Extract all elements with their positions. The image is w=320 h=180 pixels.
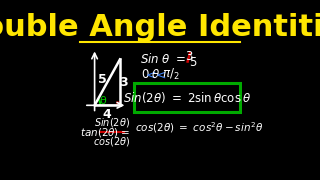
Text: $cos(2\theta)$: $cos(2\theta)$ bbox=[93, 135, 131, 148]
Text: 5: 5 bbox=[189, 56, 197, 69]
Text: <: < bbox=[156, 68, 166, 81]
Text: $\pi/_{2}$: $\pi/_{2}$ bbox=[162, 67, 179, 82]
Text: θ: θ bbox=[99, 96, 106, 106]
Text: $Sin(2\theta)\ =\ 2\sin\theta\cos\theta$: $Sin(2\theta)\ =\ 2\sin\theta\cos\theta$ bbox=[123, 90, 251, 105]
Text: Double Angle Identities: Double Angle Identities bbox=[0, 13, 320, 42]
Bar bbox=[117, 102, 120, 105]
Text: $cos(2\theta)\ =\ cos^{2}\theta - sin^{2}\theta$: $cos(2\theta)\ =\ cos^{2}\theta - sin^{2… bbox=[135, 120, 264, 135]
Text: 5: 5 bbox=[98, 73, 107, 86]
Text: 0: 0 bbox=[141, 68, 148, 81]
Text: $tan(2\theta)=$: $tan(2\theta)=$ bbox=[80, 126, 130, 139]
Text: $\theta$: $\theta$ bbox=[151, 68, 160, 81]
Text: 4: 4 bbox=[103, 108, 112, 121]
Text: <: < bbox=[146, 68, 156, 81]
Text: 3: 3 bbox=[119, 76, 128, 89]
Text: 3: 3 bbox=[185, 50, 193, 63]
Text: $Sin(2\theta)$: $Sin(2\theta)$ bbox=[94, 116, 130, 129]
Text: $Sin\ \theta\ =$: $Sin\ \theta\ =$ bbox=[140, 52, 186, 66]
